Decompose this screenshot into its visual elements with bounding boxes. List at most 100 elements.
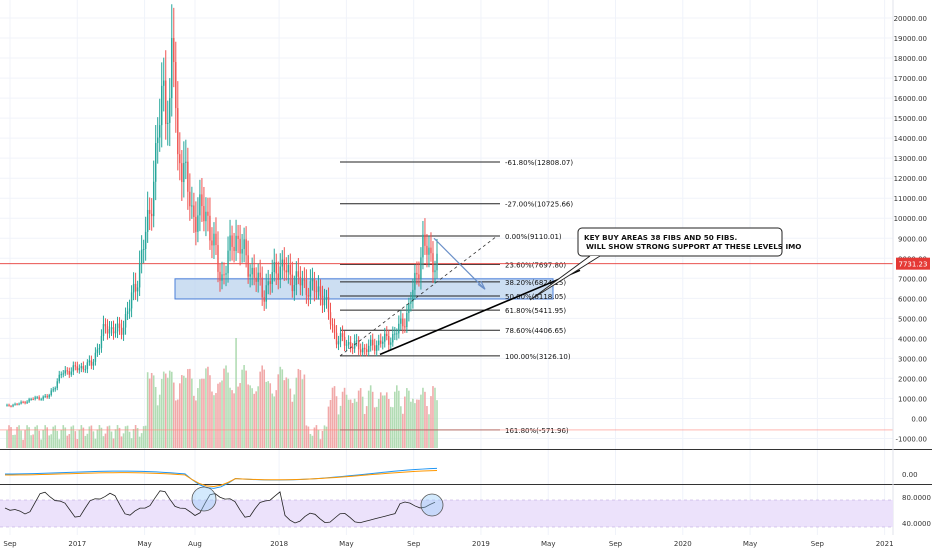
- candle-body: [245, 239, 247, 256]
- candle-body: [72, 365, 75, 372]
- candle-body: [227, 250, 229, 274]
- volume-bar: [134, 425, 137, 448]
- candle-body: [329, 312, 332, 325]
- volume-bar: [233, 393, 235, 448]
- candle-body: [319, 286, 322, 296]
- candle-body: [191, 205, 193, 207]
- trendlines[interactable]: [339, 235, 581, 357]
- price-tick-label: 11000.00: [894, 195, 927, 203]
- fib-label: -61.80%(12808.07): [505, 159, 573, 167]
- candle-body: [126, 311, 129, 315]
- volume-bar: [359, 388, 362, 448]
- volume-bar: [110, 431, 113, 448]
- volume-bar: [48, 435, 51, 448]
- candle-body: [307, 295, 310, 297]
- candle-body: [311, 279, 314, 282]
- price-axis[interactable]: 20000.00 19000.00 18000.00 17000.00 16000.00…: [894, 15, 931, 528]
- candle-body: [231, 235, 233, 247]
- candle-body: [42, 396, 44, 400]
- candle-body: [177, 108, 179, 155]
- volume-bar: [377, 398, 380, 448]
- candle-body: [301, 279, 304, 286]
- candle-body: [243, 239, 245, 250]
- volume-bar: [381, 395, 384, 448]
- volume-bar: [223, 368, 225, 448]
- volume-bar: [367, 390, 370, 448]
- volume-bar: [305, 425, 308, 448]
- volume-bar: [323, 425, 326, 448]
- candle-body: [142, 248, 145, 250]
- volume-bar: [84, 435, 87, 448]
- volume-bar: [325, 426, 328, 448]
- candle-body: [275, 262, 277, 274]
- volume-bar: [124, 426, 127, 448]
- fib-label: 0.00%(9110.01): [505, 233, 562, 241]
- candle-body: [309, 281, 312, 297]
- candle-body: [211, 240, 213, 246]
- volume-bar: [396, 385, 398, 448]
- price-tick-label: 10000.00: [894, 215, 927, 223]
- time-axis[interactable]: Sep 2017 May Aug 2018 May Sep 2019 May Sep 2020 May…: [3, 540, 932, 548]
- candle-body: [273, 262, 275, 273]
- candle-body: [124, 314, 127, 328]
- volume-bar: [88, 426, 91, 448]
- candle-body: [343, 336, 346, 346]
- volume-bar: [76, 438, 79, 448]
- fib-label: -27.00%(10725.66): [505, 201, 573, 209]
- volume-bar: [287, 378, 290, 448]
- volume-bar: [104, 433, 107, 448]
- volume-bar: [289, 388, 292, 448]
- candle-body: [289, 264, 292, 275]
- candle-body: [100, 335, 103, 348]
- candle-body: [363, 347, 366, 350]
- candle-body: [36, 397, 38, 399]
- candle-body: [416, 272, 418, 275]
- volume-bar: [249, 385, 251, 448]
- rsi-pane: [0, 486, 893, 528]
- time-tick-label: 2019: [472, 540, 490, 548]
- volume-bar: [351, 403, 354, 448]
- candle-body: [257, 272, 259, 282]
- callout-box: [577, 227, 783, 257]
- volume-bar: [116, 425, 119, 448]
- volume-bar: [102, 436, 105, 448]
- support-zone[interactable]: [174, 278, 554, 300]
- volume-bar: [211, 391, 213, 448]
- volume-bar: [329, 399, 332, 448]
- volume-bar: [219, 382, 221, 448]
- volume-bar: [365, 406, 368, 448]
- volume-bar: [58, 439, 61, 448]
- candle-body: [241, 249, 243, 254]
- candle-body: [189, 191, 191, 207]
- volume-bar: [335, 396, 338, 448]
- volume-bar: [14, 434, 16, 448]
- volume-bar: [80, 425, 83, 448]
- candle-body: [361, 347, 364, 353]
- macd-pane: [4, 467, 438, 489]
- volume-bar: [307, 426, 310, 448]
- candle-body: [283, 259, 285, 271]
- candle-body: [130, 292, 133, 309]
- volume-bar: [319, 439, 322, 448]
- volume-bar: [404, 396, 406, 448]
- volume-bar: [130, 438, 133, 448]
- annotation-callout[interactable]: KEY BUY AREAS 38 FIBS AND 50 FIBS.WILL S…: [529, 227, 801, 301]
- price-tick-label: 14000.00: [894, 135, 927, 143]
- candle-body: [345, 344, 348, 346]
- volume-bar: [187, 369, 189, 448]
- candle-body: [225, 273, 227, 275]
- candle-body: [173, 38, 175, 63]
- volume-bar: [32, 434, 34, 448]
- candle-body: [118, 323, 121, 328]
- candle-body: [120, 327, 123, 335]
- volume-bar: [108, 425, 111, 448]
- volume-bar: [195, 400, 197, 448]
- candle-body: [138, 263, 141, 288]
- volume-bar: [279, 366, 282, 448]
- candle-body: [68, 371, 71, 375]
- candle-body: [418, 274, 420, 279]
- candle-body: [193, 205, 195, 217]
- candle-body: [148, 209, 151, 214]
- volume-bar: [6, 430, 8, 448]
